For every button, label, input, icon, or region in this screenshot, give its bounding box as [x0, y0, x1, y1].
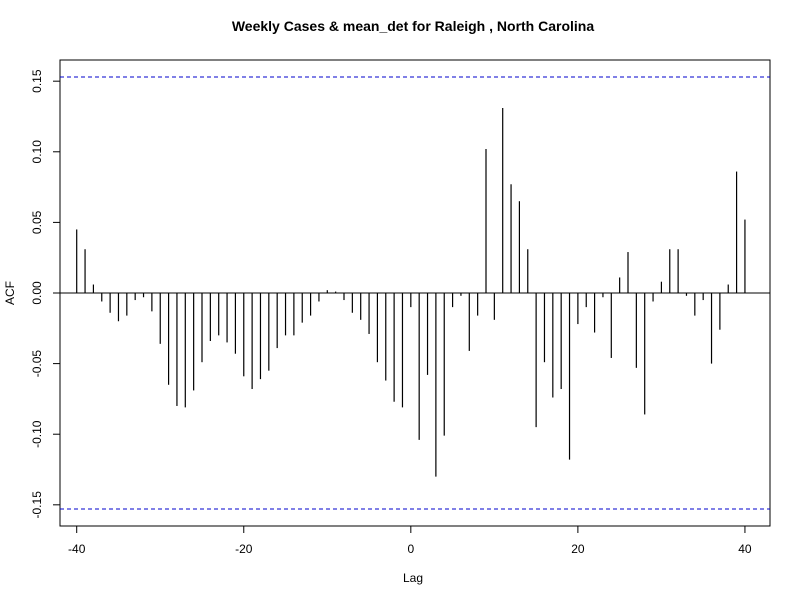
y-tick-label: -0.10	[30, 420, 44, 448]
x-axis-label: Lag	[403, 571, 423, 585]
x-axis: -40 -20 0 20 40	[68, 525, 752, 556]
x-tick-label: 0	[407, 542, 414, 556]
x-tick-label: 40	[738, 542, 752, 556]
y-tick-label: 0.00	[30, 281, 44, 305]
x-tick-label: -40	[68, 542, 86, 556]
y-axis: -0.15 -0.10 -0.05 0.00 0.05 0.10 0.15	[30, 69, 61, 519]
y-tick-label: 0.05	[30, 210, 44, 234]
y-tick-label: 0.15	[30, 69, 44, 93]
acf-bars	[60, 108, 770, 477]
y-axis-label: ACF	[3, 281, 17, 305]
x-tick-label: -20	[235, 542, 253, 556]
confidence-bounds	[60, 76, 770, 510]
y-tick-label: -0.05	[30, 350, 44, 378]
y-tick-label: -0.15	[30, 491, 44, 519]
y-tick-label: 0.10	[30, 140, 44, 164]
x-tick-label: 20	[571, 542, 585, 556]
chart-title: Weekly Cases & mean_det for Raleigh , No…	[232, 18, 595, 34]
